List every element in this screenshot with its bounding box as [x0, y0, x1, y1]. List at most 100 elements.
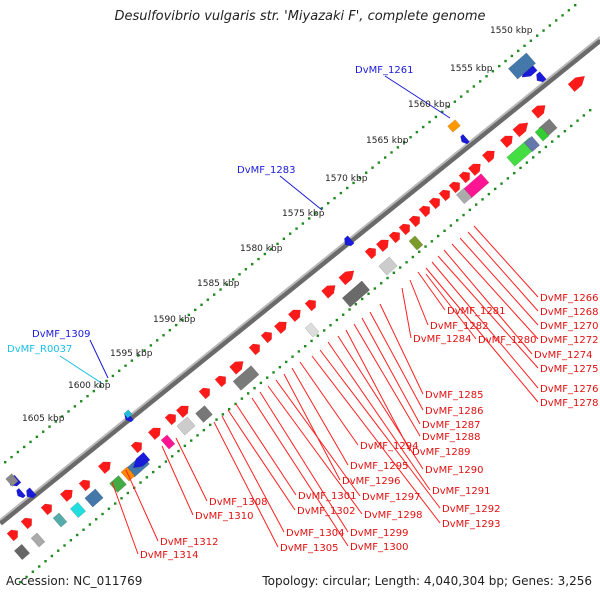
- outer-leader-line: [89, 339, 109, 379]
- inner-gene-label: DvMF_1299: [350, 528, 408, 539]
- outer-tick: [99, 384, 102, 388]
- inner-tick: [418, 250, 421, 253]
- outer-tick: [206, 298, 210, 301]
- inner-tick: [221, 413, 225, 416]
- feature-box: [232, 365, 260, 391]
- inner-gene-label: DvMF_1281: [447, 306, 505, 317]
- inner-tick: [582, 114, 586, 117]
- outer-tick: [10, 455, 13, 459]
- inner-tick: [183, 444, 187, 448]
- inner-tick: [525, 161, 529, 164]
- outer-tick: [422, 125, 425, 129]
- outer-tick: [428, 120, 431, 124]
- outer-tick: [529, 39, 533, 42]
- inner-leader-line: [227, 409, 296, 511]
- inner-gene-label: DvMF_1310: [195, 511, 253, 522]
- feature-box: [378, 256, 398, 276]
- inner-gene-label: DvMF_1276: [540, 384, 598, 395]
- outer-tick: [168, 328, 172, 332]
- forward-gene: [164, 413, 177, 426]
- outer-tick: [238, 273, 241, 276]
- backbone-layer: [0, 36, 600, 526]
- scale-label: 1565 kbp: [366, 136, 409, 146]
- inner-tick: [367, 292, 370, 295]
- outer-tick: [263, 252, 267, 256]
- outer-tick: [124, 364, 127, 367]
- inner-gene-label: DvMF_1268: [540, 307, 598, 318]
- inner-tick: [544, 145, 548, 149]
- inner-gene-label: DvMF_1285: [425, 390, 483, 401]
- inner-tick: [411, 255, 415, 259]
- inner-gene-label: DvMF_1287: [422, 420, 480, 431]
- inner-tick: [82, 528, 85, 531]
- inner-tick: [506, 177, 510, 180]
- forward-gene: [458, 171, 471, 184]
- outer-tick: [504, 59, 507, 63]
- inner-leader-line: [327, 341, 431, 491]
- forward-gene: [338, 270, 355, 286]
- forward-gene: [304, 299, 317, 312]
- inner-gene-label: DvMF_1293: [442, 519, 500, 530]
- inner-gene-label: DvMF_1284: [413, 334, 471, 345]
- inner-tick: [342, 313, 345, 316]
- outer-tick: [42, 430, 45, 433]
- outer-tick: [130, 359, 134, 362]
- outer-tick: [403, 141, 406, 144]
- inner-tick: [164, 460, 168, 463]
- inner-tick: [25, 575, 28, 579]
- feature-box: [455, 187, 473, 205]
- inner-gene-label: DvMF_1302: [297, 506, 355, 517]
- inner-tick: [570, 124, 573, 128]
- inner-tick: [373, 287, 377, 290]
- forward-gene: [147, 427, 161, 441]
- inner-tick: [272, 371, 275, 374]
- inner-gene-label: DvMF_1289: [412, 447, 470, 458]
- forward-gene: [428, 197, 441, 210]
- forward-gene: [214, 375, 227, 388]
- feature-box: [176, 416, 196, 436]
- outer-tick: [498, 64, 501, 68]
- inner-tick: [190, 439, 193, 442]
- accession-text: Accession: NC_011769: [6, 574, 143, 588]
- inner-leader-line: [311, 355, 441, 524]
- inner-tick: [316, 334, 320, 337]
- feature-box: [447, 119, 461, 133]
- inner-tick: [259, 381, 263, 385]
- reverse-gene: [26, 487, 37, 499]
- outer-tick: [301, 222, 305, 225]
- outer-tick: [137, 354, 140, 357]
- inner-tick: [468, 208, 472, 212]
- inner-leader-line: [345, 329, 411, 452]
- inner-leader-line: [283, 373, 341, 481]
- outer-tick: [358, 176, 362, 180]
- inner-tick: [405, 261, 408, 264]
- outer-tick: [16, 450, 20, 454]
- inner-tick: [310, 339, 313, 343]
- inner-tick: [285, 360, 288, 364]
- outer-tick: [232, 278, 235, 281]
- inner-tick: [291, 355, 294, 358]
- outer-tick: [80, 400, 83, 403]
- inner-leader-line: [353, 323, 421, 437]
- forward-gene: [448, 181, 461, 194]
- inner-leader-line: [221, 415, 285, 533]
- forward-gene: [321, 285, 336, 299]
- inner-tick: [329, 324, 332, 327]
- outer-tick: [460, 95, 463, 98]
- inner-tick: [443, 229, 446, 233]
- inner-leader-line: [459, 237, 539, 326]
- reverse-gene: [344, 235, 355, 247]
- feature-layer: [5, 52, 586, 561]
- inner-tick: [139, 481, 142, 484]
- outer-tick: [314, 212, 317, 215]
- outer-leader-line: [384, 75, 451, 119]
- inner-leader-line: [267, 385, 363, 515]
- outer-tick: [453, 100, 457, 103]
- outer-tick: [308, 217, 311, 220]
- outer-tick: [479, 80, 482, 83]
- inner-gene-label: DvMF_1266: [540, 293, 598, 304]
- forward-gene: [175, 405, 189, 419]
- forward-gene: [531, 105, 546, 119]
- scale-label: 1570 kbp: [325, 174, 368, 184]
